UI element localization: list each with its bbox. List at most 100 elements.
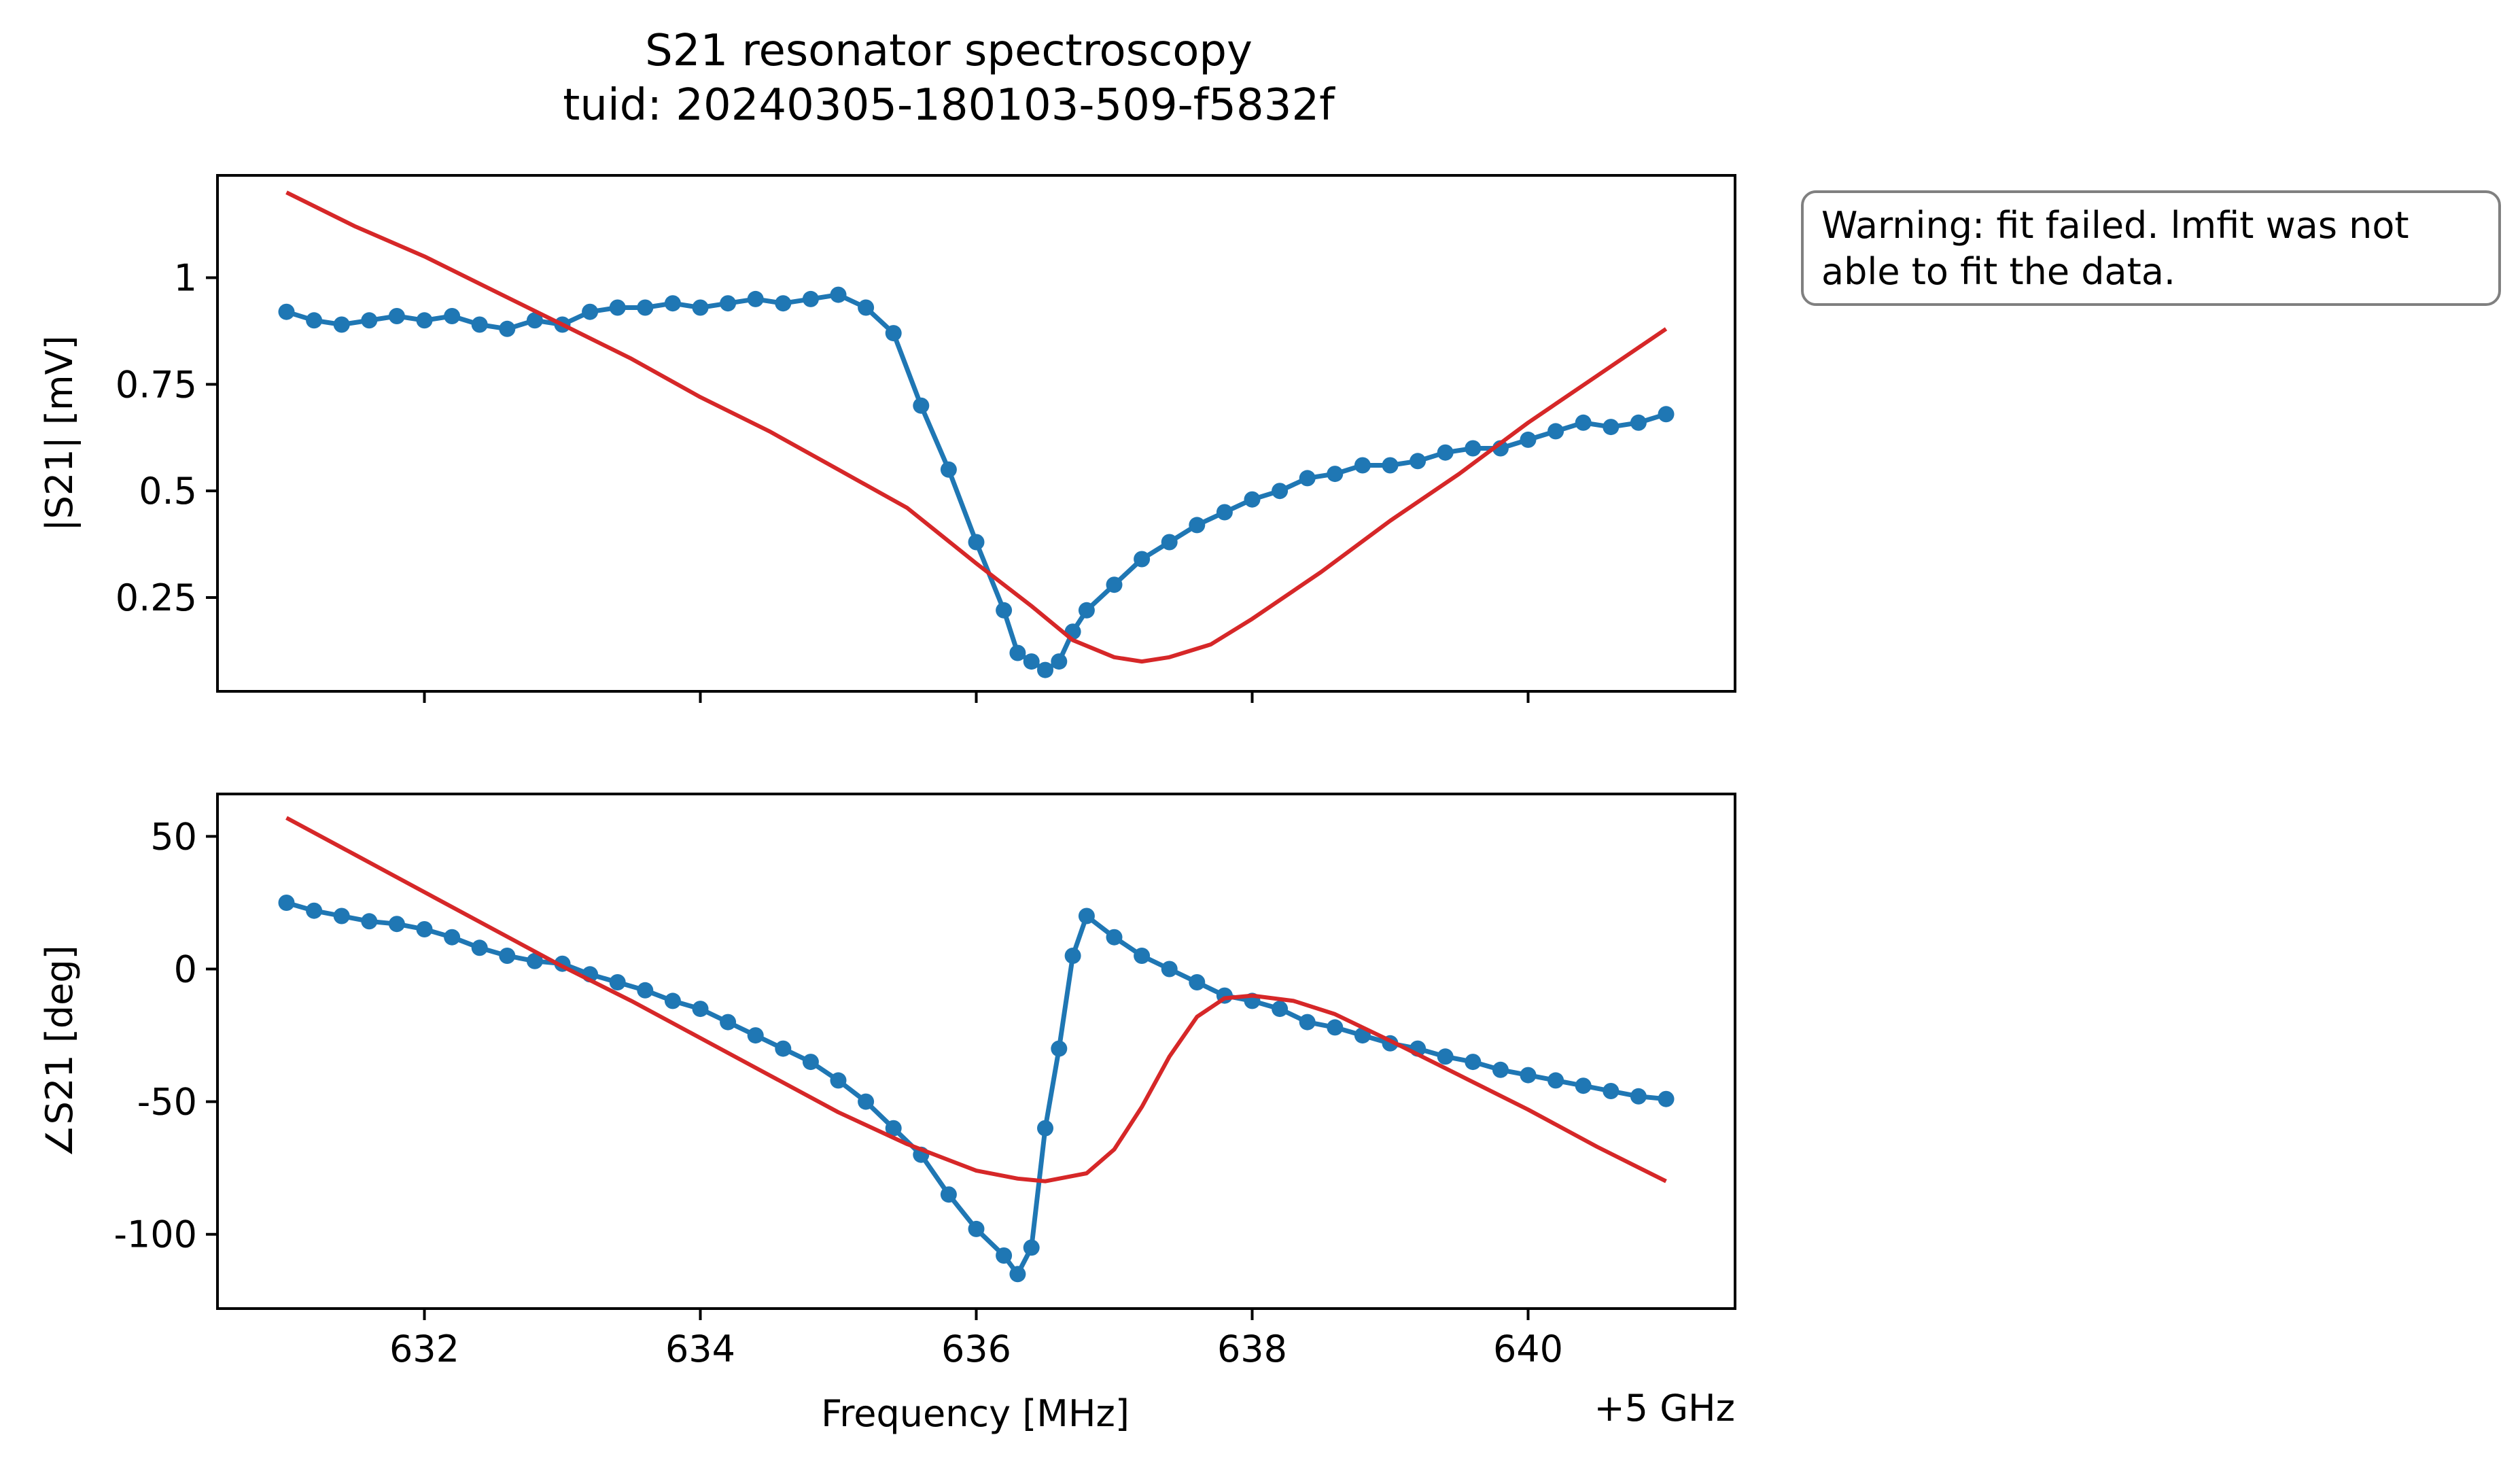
top-data-point — [1437, 444, 1454, 461]
bottom-data-line — [285, 900, 1666, 1277]
bottom-data-point — [1272, 1001, 1289, 1018]
top-y-tick-label: 0.75 — [116, 363, 197, 406]
bottom-data-point — [1437, 1048, 1454, 1065]
bottom-x-tick-label: 638 — [1217, 1328, 1287, 1370]
top-axes-frame — [216, 174, 1736, 693]
bottom-data-point — [306, 902, 323, 919]
bottom-data-point — [858, 1093, 875, 1110]
top-data-point — [1189, 517, 1206, 534]
top-data-point — [1410, 453, 1427, 470]
bottom-data-point — [1603, 1083, 1620, 1099]
bottom-data-point — [747, 1027, 764, 1044]
magnitude-panel: 0.25 0.5 0.75 1 |S21| [mV] — [38, 174, 1736, 703]
top-data-point — [471, 316, 488, 333]
fit-warning-box: Warning: fit failed. lmfit was not able … — [1801, 190, 2501, 306]
top-data-point — [1216, 504, 1233, 521]
top-data-point — [940, 461, 957, 478]
top-data-point — [830, 286, 847, 303]
top-data-point — [416, 312, 433, 329]
top-data-point — [278, 303, 295, 320]
top-y-tick-label: 1 — [174, 257, 197, 300]
top-data-point — [388, 308, 405, 324]
bottom-data-point — [968, 1220, 985, 1237]
bottom-data-point — [1161, 961, 1178, 978]
bottom-data-point — [1465, 1054, 1482, 1071]
bottom-data-point — [1078, 908, 1095, 924]
bottom-data-point — [720, 1014, 737, 1031]
top-data-point — [1106, 576, 1123, 593]
top-data-point — [968, 534, 985, 551]
top-data-point — [1603, 419, 1620, 436]
bottom-data-point — [278, 895, 295, 911]
frequency-offset-label: +5 GHz — [1594, 1387, 1735, 1430]
bottom-data-point — [885, 1120, 902, 1137]
top-data-point — [720, 295, 737, 312]
bottom-data-point — [1327, 1019, 1344, 1036]
bottom-data-point — [1009, 1266, 1026, 1283]
bottom-data-point — [1575, 1077, 1592, 1094]
bottom-data-point — [361, 913, 378, 930]
bottom-data-point — [609, 974, 626, 990]
top-data-point — [1134, 551, 1151, 568]
top-data-point — [1575, 414, 1592, 431]
top-data-point — [1078, 602, 1095, 619]
top-data-point — [996, 602, 1013, 619]
top-data-point — [444, 308, 461, 324]
bottom-data-point — [1299, 1014, 1316, 1031]
bottom-x-tick-label: 634 — [665, 1328, 735, 1370]
bottom-data-point — [1134, 948, 1151, 964]
bottom-x-tick-label: 640 — [1493, 1328, 1563, 1370]
top-data-point — [1023, 653, 1040, 670]
bottom-data-point — [637, 982, 654, 999]
top-data-point — [1547, 423, 1564, 440]
top-data-point — [747, 290, 764, 307]
top-data-point — [1051, 653, 1068, 670]
bottom-data-point — [940, 1186, 957, 1203]
figure-title-line2: tuid: 20240305-180103-509-f5832f — [563, 80, 1335, 131]
top-data-point — [361, 312, 378, 329]
top-y-axis-label: |S21| [mV] — [38, 335, 81, 531]
bottom-data-point — [996, 1247, 1013, 1264]
bottom-data-point — [830, 1072, 847, 1089]
bottom-y-tick-label: -100 — [113, 1213, 197, 1256]
bottom-data-point — [444, 929, 461, 946]
top-data-point — [1272, 483, 1289, 500]
figure-title-line1: S21 resonator spectroscopy — [645, 26, 1253, 76]
top-data-point — [1299, 470, 1316, 487]
top-data-point — [664, 295, 681, 312]
bottom-data-point — [1547, 1072, 1564, 1089]
bottom-data-point — [1630, 1088, 1647, 1105]
top-data-point — [582, 303, 599, 320]
bottom-data-point — [471, 939, 488, 956]
top-y-tick-label: 0.25 — [116, 576, 197, 619]
top-data-point — [499, 320, 516, 337]
bottom-data-point — [1051, 1040, 1068, 1057]
bottom-data-point — [1064, 948, 1081, 964]
bottom-data-point — [1037, 1120, 1053, 1137]
bottom-data-point — [1658, 1090, 1675, 1107]
bottom-data-point — [692, 1001, 709, 1018]
top-data-point — [333, 316, 350, 333]
bottom-data-point — [1023, 1239, 1040, 1256]
bottom-x-tick-label: 632 — [389, 1328, 459, 1370]
top-data-point — [1161, 534, 1178, 551]
top-data-point — [1465, 440, 1482, 457]
bottom-data-point — [499, 948, 516, 964]
top-data-point — [1327, 466, 1344, 483]
phase-panel: 632 634 636 638 640 50 0 -50 -100 ∠S21 [deg] — [38, 793, 1736, 1370]
top-data-point — [1520, 431, 1537, 448]
top-data-point — [858, 299, 875, 316]
bottom-fit-line — [285, 816, 1667, 1183]
top-data-point — [1037, 661, 1053, 678]
top-data-point — [1630, 414, 1647, 431]
bottom-x-tick-label: 636 — [941, 1328, 1011, 1370]
bottom-y-tick-label: 50 — [150, 815, 197, 858]
bottom-plot-area — [278, 816, 1675, 1283]
bottom-data-point — [775, 1040, 792, 1057]
bottom-y-tick-label: 0 — [174, 948, 197, 991]
bottom-data-point — [1492, 1061, 1509, 1078]
bottom-data-point — [664, 992, 681, 1009]
bottom-data-point — [1520, 1067, 1537, 1084]
bottom-data-point — [802, 1054, 819, 1071]
